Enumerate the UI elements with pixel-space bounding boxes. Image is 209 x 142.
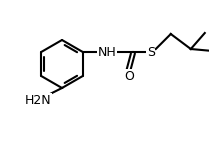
Text: O: O	[124, 69, 134, 83]
Text: H2N: H2N	[25, 93, 51, 106]
Text: S: S	[147, 45, 155, 59]
Text: NH: NH	[97, 45, 116, 59]
